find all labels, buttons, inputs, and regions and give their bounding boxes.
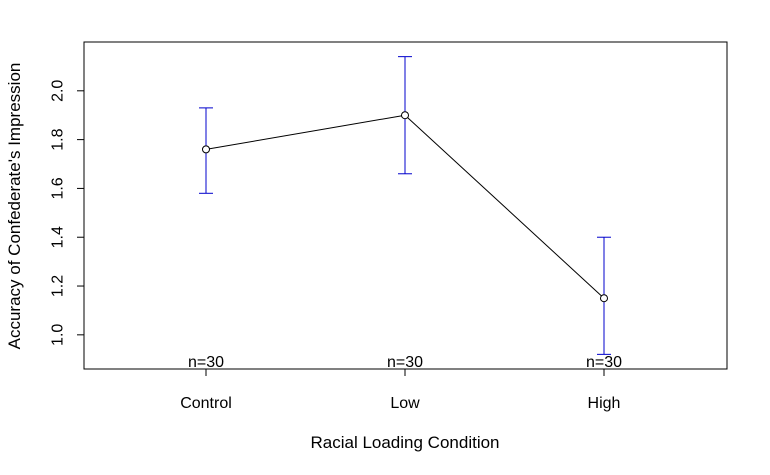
x-axis: Control Low High	[180, 368, 621, 412]
n-annotations: n=30 n=30 n=30	[188, 354, 622, 371]
series-line-group	[205, 114, 605, 299]
y-tick-label: 2.0	[50, 80, 67, 102]
x-axis-title: Racial Loading Condition	[310, 433, 499, 452]
y-axis-title: Accuracy of Confederate's Impression	[5, 63, 24, 350]
data-point	[202, 145, 210, 154]
x-tick-label: Control	[180, 395, 232, 412]
y-tick-label: 1.2	[50, 275, 67, 297]
x-tick-label: Low	[390, 395, 420, 412]
y-axis: 1.0 1.2 1.4 1.6 1.8 2.0	[50, 80, 85, 346]
data-point	[401, 111, 409, 120]
sample-size-label: n=30	[387, 354, 423, 371]
sample-size-label: n=30	[586, 354, 622, 371]
sample-size-label: n=30	[188, 354, 224, 371]
y-tick-label: 1.6	[50, 177, 67, 199]
data-point	[600, 294, 608, 303]
error-bars	[199, 56, 611, 355]
series-line-segment	[205, 114, 406, 150]
y-tick-label: 1.4	[50, 226, 67, 248]
x-tick-label: High	[588, 395, 621, 412]
data-points	[202, 111, 608, 303]
y-tick-label: 1.8	[50, 128, 67, 150]
series-line-segment	[404, 114, 605, 299]
y-tick-label: 1.0	[50, 324, 67, 346]
